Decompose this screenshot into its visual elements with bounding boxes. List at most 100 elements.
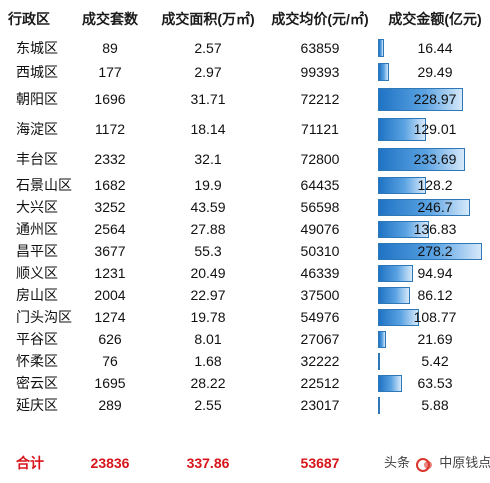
- cell-amount: 21.69: [417, 331, 453, 347]
- table-row: 门头沟区 1274 19.78 54976 108.77: [0, 306, 490, 328]
- cell-area: 27.88: [190, 221, 226, 237]
- cell-area: 18.14: [190, 121, 226, 137]
- amount-bar: [378, 148, 465, 171]
- cell-amount: 278.2: [417, 243, 453, 259]
- amount-bar: [378, 243, 482, 260]
- amount-bar: [378, 177, 426, 194]
- header-area: 成交面积(万㎡): [161, 11, 255, 27]
- cell-deals: 76: [102, 353, 118, 369]
- table-row: 海淀区 1172 18.14 71121 129.01: [0, 114, 490, 144]
- cell-district: 丰台区: [16, 151, 58, 167]
- cell-area: 2.55: [194, 397, 222, 413]
- cell-district: 平谷区: [16, 331, 58, 347]
- cell-area: 28.22: [190, 375, 226, 391]
- amount-bar: [378, 199, 470, 216]
- cell-area: 1.68: [194, 353, 222, 369]
- watermark: 头条 中原钱点: [384, 452, 490, 474]
- cell-area: 8.01: [194, 331, 222, 347]
- cell-district: 密云区: [16, 375, 58, 391]
- cell-amount: 228.97: [413, 91, 457, 107]
- table-row: 石景山区 1682 19.9 64435 128.2: [0, 174, 490, 196]
- total-row: 合计 23836 337.86 53687: [0, 448, 490, 478]
- amount-bar: [378, 118, 426, 141]
- amount-bar: [378, 397, 380, 414]
- cell-amount: 233.69: [413, 151, 457, 167]
- cell-deals: 2564: [94, 221, 126, 237]
- cell-deals: 3252: [94, 199, 126, 215]
- cell-amount: 63.53: [417, 375, 453, 391]
- cell-deals: 1231: [94, 265, 126, 281]
- cell-deals: 626: [98, 331, 122, 347]
- cell-district: 房山区: [16, 287, 58, 303]
- amount-bar: [378, 375, 402, 392]
- table-row: 东城区 89 2.57 63859 16.44: [0, 36, 490, 60]
- amount-bar: [378, 287, 410, 304]
- table-row: 延庆区 289 2.55 23017 5.88: [0, 394, 490, 416]
- cell-district: 昌平区: [16, 243, 58, 259]
- cell-district: 朝阳区: [16, 91, 58, 107]
- cell-deals: 1274: [94, 309, 126, 325]
- cell-area: 31.71: [190, 91, 226, 107]
- cell-avg-price: 72800: [300, 151, 340, 167]
- cell-district: 通州区: [16, 221, 58, 237]
- cell-avg-price: 64435: [300, 177, 340, 193]
- amount-bar: [378, 353, 380, 370]
- header-avg-price: 成交均价(元/㎡): [271, 11, 369, 27]
- amount-bar: [378, 265, 413, 282]
- cell-deals: 2004: [94, 287, 126, 303]
- cell-avg-price: 99393: [300, 64, 340, 80]
- cell-amount: 136.83: [413, 221, 457, 237]
- cell-avg-price: 22512: [300, 375, 340, 391]
- cell-avg-price: 23017: [300, 397, 340, 413]
- cell-district: 门头沟区: [16, 309, 72, 325]
- header-amount: 成交金额(亿元): [388, 11, 482, 27]
- cell-avg-price: 54976: [300, 309, 340, 325]
- watermark-suffix: 中原钱点: [439, 455, 490, 470]
- cell-avg-price: 37500: [300, 287, 340, 303]
- cell-avg-price: 46339: [300, 265, 340, 281]
- cell-amount: 29.49: [417, 64, 453, 80]
- table-row: 房山区 2004 22.97 37500 86.12: [0, 284, 490, 306]
- table-row: 昌平区 3677 55.3 50310 278.2: [0, 240, 490, 262]
- table-row: 平谷区 626 8.01 27067 21.69: [0, 328, 490, 350]
- cell-avg-price: 63859: [300, 40, 340, 56]
- table-row: 大兴区 3252 43.59 56598 246.7: [0, 196, 490, 218]
- watermark-prefix: 头条: [384, 455, 411, 470]
- table-row: 丰台区 2332 32.1 72800 233.69: [0, 144, 490, 174]
- cell-amount: 16.44: [417, 40, 453, 56]
- cell-area: 55.3: [194, 243, 222, 259]
- cell-avg-price: 71121: [301, 121, 339, 137]
- amount-bar: [378, 39, 384, 57]
- cell-amount: 94.94: [417, 265, 453, 281]
- amount-bar: [378, 309, 419, 326]
- total-avg-price: 53687: [300, 455, 340, 471]
- table-row: 顺义区 1231 20.49 46339 94.94: [0, 262, 490, 284]
- cell-amount: 5.42: [421, 353, 449, 369]
- total-label: 合计: [16, 455, 44, 471]
- cell-amount: 246.7: [417, 199, 453, 215]
- cell-amount: 129.01: [413, 121, 457, 137]
- cell-deals: 89: [102, 40, 118, 56]
- cell-district: 延庆区: [16, 397, 58, 413]
- table-row: 朝阳区 1696 31.71 72212 228.97: [0, 84, 490, 114]
- cell-avg-price: 50310: [300, 243, 340, 259]
- cell-deals: 3677: [94, 243, 126, 259]
- cell-area: 22.97: [190, 287, 226, 303]
- cell-deals: 1696: [94, 91, 126, 107]
- table-row: 怀柔区 76 1.68 32222 5.42: [0, 350, 490, 372]
- cell-avg-price: 27067: [300, 331, 340, 347]
- total-area: 337.86: [186, 455, 230, 471]
- cell-avg-price: 49076: [300, 221, 340, 237]
- cell-deals: 177: [98, 64, 122, 80]
- cell-area: 2.97: [194, 64, 222, 80]
- cell-district: 怀柔区: [16, 353, 58, 369]
- cell-deals: 289: [98, 397, 122, 413]
- cell-amount: 128.2: [417, 177, 453, 193]
- cell-avg-price: 56598: [300, 199, 340, 215]
- cell-district: 大兴区: [16, 199, 58, 215]
- amount-bar: [378, 331, 386, 348]
- cell-amount: 5.88: [421, 397, 449, 413]
- cell-area: 19.78: [190, 309, 226, 325]
- cell-avg-price: 32222: [300, 353, 340, 369]
- amount-bar: [378, 63, 389, 81]
